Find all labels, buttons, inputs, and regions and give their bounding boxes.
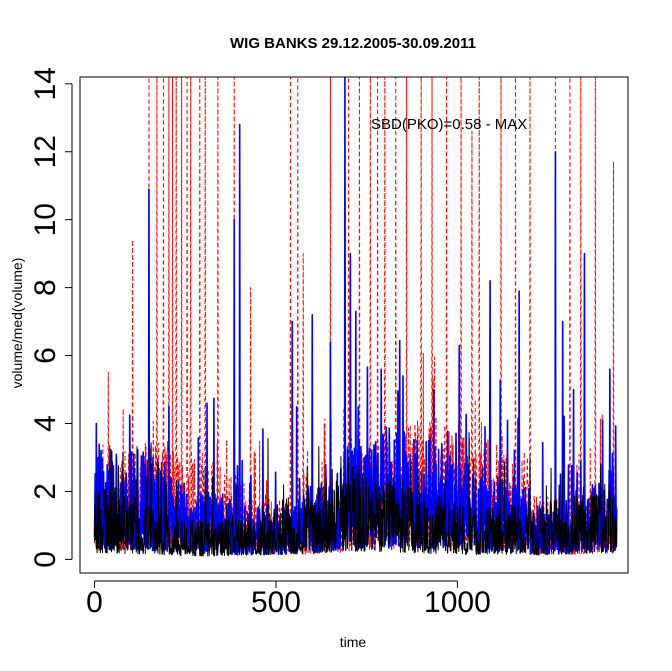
x-tick-label: 1000 — [424, 586, 491, 619]
y-tick-label: 4 — [29, 415, 62, 432]
x-tick-label: 500 — [251, 586, 301, 619]
y-tick-label: 2 — [29, 483, 62, 500]
y-tick-label: 6 — [29, 347, 62, 364]
x-axis: 0 500 1000 — [86, 580, 491, 619]
y-tick-label: 12 — [29, 135, 62, 168]
series-line-3 — [94, 432, 618, 557]
y-tick-label: 0 — [29, 551, 62, 568]
x-axis-label: time — [340, 634, 367, 650]
plot-frame — [79, 76, 629, 574]
y-tick-label: 14 — [29, 67, 62, 100]
chart-title: WIG BANKS 29.12.2005-30.09.2011 — [230, 35, 476, 52]
chart-annotation: SBD(PKO)=0.58 - MAX — [371, 116, 527, 133]
y-axis-label: volume/med(volume) — [9, 258, 25, 389]
x-tick-label: 0 — [86, 586, 103, 619]
y-tick-label: 10 — [29, 203, 62, 236]
y-axis: 0 2 4 6 8 10 12 14 — [29, 67, 73, 568]
y-tick-label: 8 — [29, 279, 62, 296]
plot-series-group — [93, 77, 618, 557]
